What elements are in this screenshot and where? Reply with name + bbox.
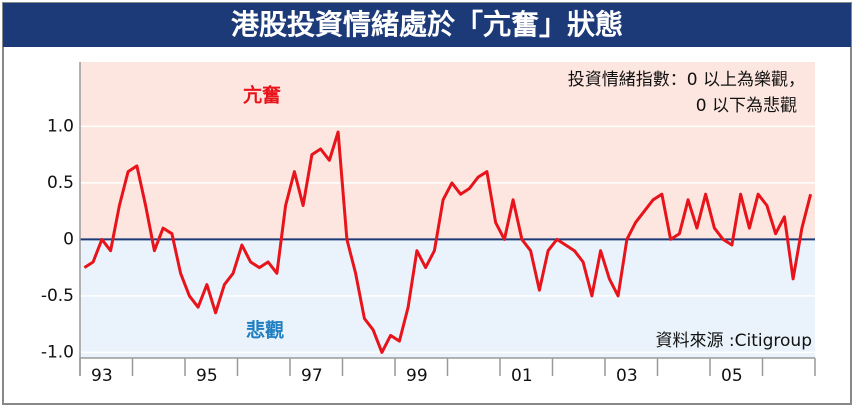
- x-tick-label: 01: [511, 366, 533, 386]
- x-tick-label: 93: [91, 366, 113, 386]
- x-tick-label: 97: [301, 366, 323, 386]
- y-tick-label: 0.5: [47, 173, 74, 193]
- x-tick-label: 03: [616, 366, 638, 386]
- y-tick-label: -1.0: [41, 342, 74, 362]
- chart-title: 港股投資情緒處於「亢奮」狀態: [231, 8, 623, 41]
- plot-area: 1.0 0.5 0 -0.5 -1.0 93 95 97 99 01 03 05: [41, 62, 816, 386]
- title-bar: [3, 3, 851, 47]
- note-line: 投資情緒指數：0 以上為樂觀，: [568, 70, 805, 90]
- y-tick-label: -0.5: [41, 286, 74, 306]
- source: 資料來源 :Citigroup: [656, 331, 813, 351]
- y-tick-label: 1.0: [47, 116, 74, 136]
- x-tick-label: 95: [196, 366, 218, 386]
- negative-label: 悲觀: [246, 319, 284, 342]
- note-line: 0 以下為悲觀: [696, 96, 797, 116]
- x-tick-label: 99: [406, 366, 428, 386]
- positive-label: 亢奮: [243, 84, 281, 107]
- x-tick-label: 05: [721, 366, 743, 386]
- sentiment-line: [83, 130, 813, 354]
- y-tick-label: 0: [63, 229, 74, 249]
